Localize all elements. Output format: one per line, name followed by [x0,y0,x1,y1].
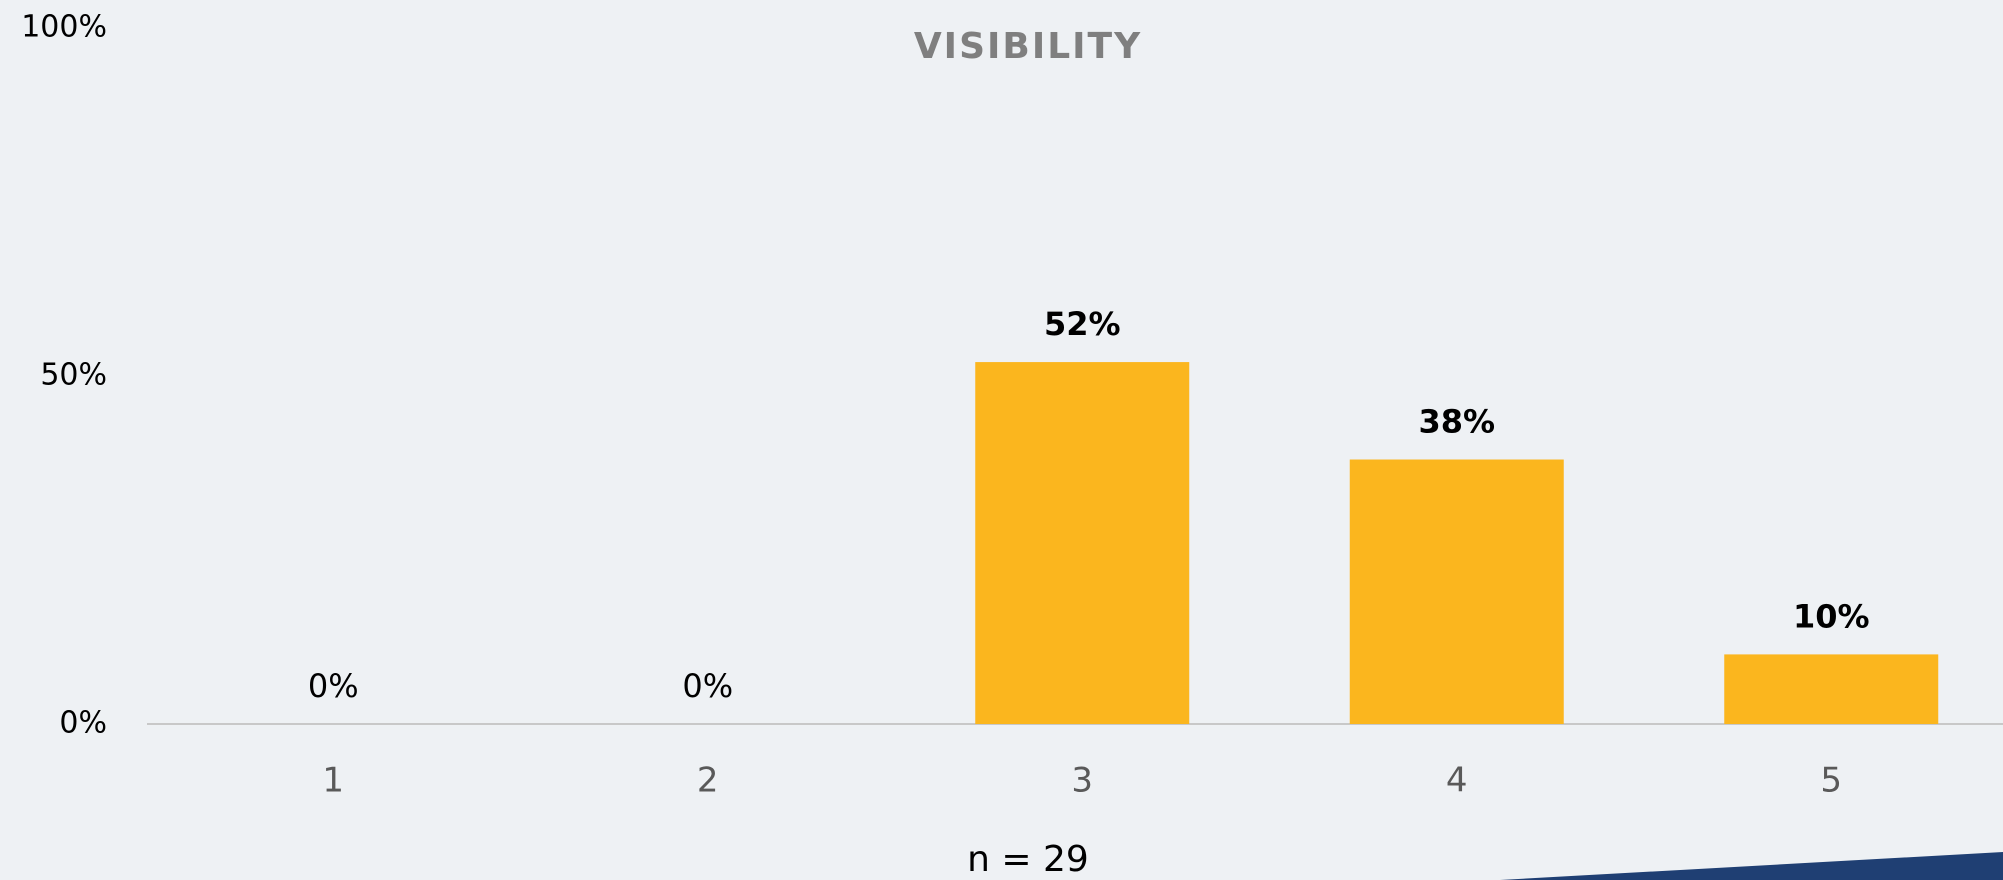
value-label: 0% [308,667,359,705]
value-label: 38% [1418,403,1495,441]
value-label: 0% [682,667,733,705]
value-label: 52% [1044,305,1121,343]
value-label: 10% [1793,597,1870,635]
y-tick-label: 50% [40,358,107,393]
page: {"chart_data": {"type": "bar", "title": … [0,0,2003,880]
bar [1724,654,1938,724]
x-axis-label: n = 29 [967,839,1089,880]
x-tick-label: 4 [1446,761,1468,801]
y-tick-label: 100% [21,10,107,45]
bar [975,362,1189,724]
x-tick-label: 5 [1820,761,1842,801]
chart: VISIBILITY n = 29 0%50%100%10%20%352%438… [0,0,2003,880]
x-tick-label: 3 [1071,761,1093,801]
y-tick-label: 0% [59,706,107,741]
chart-title: VISIBILITY [914,26,1142,67]
x-tick-label: 2 [697,761,719,801]
bar [1350,460,1564,724]
x-tick-label: 1 [322,761,344,801]
